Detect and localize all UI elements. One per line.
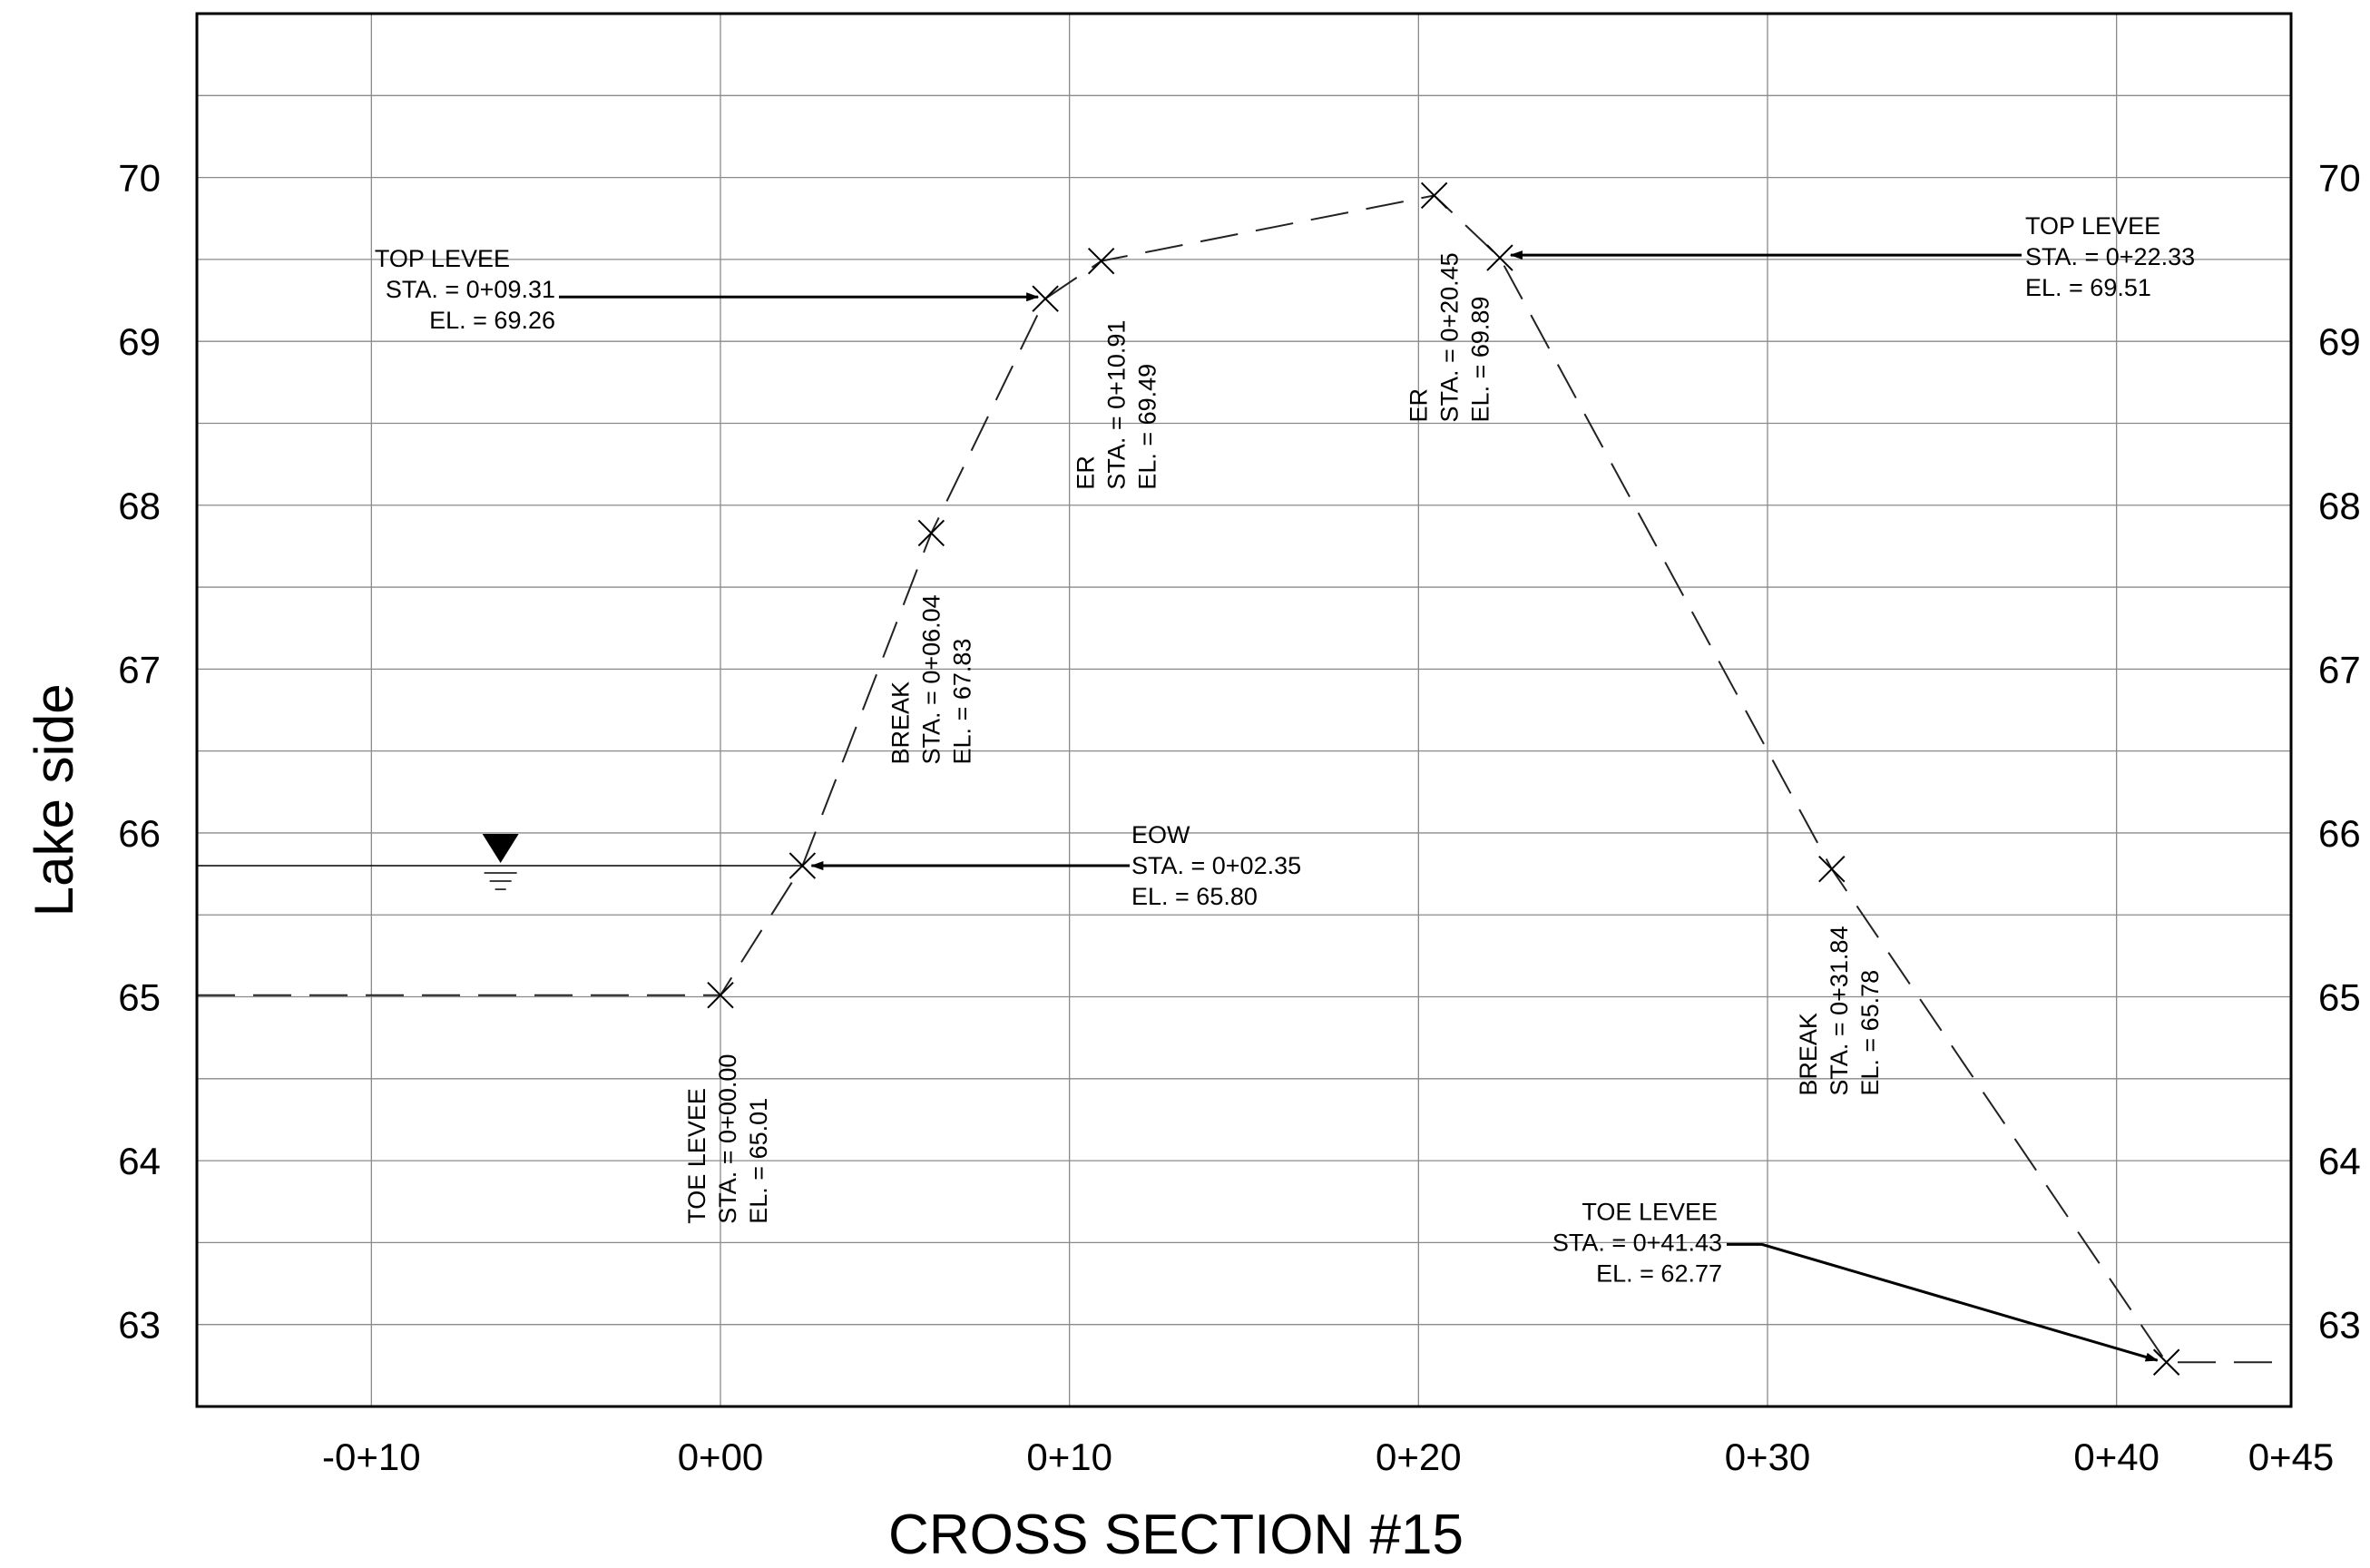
x-tick-label: 0+20 [1376, 1436, 1462, 1478]
annotation-eow: EOW STA. = 0+02.35 EL. = 65.80 [1131, 821, 1301, 910]
annotation-line: EL. = 69.51 [2025, 274, 2151, 301]
annotation-line: STA. = 0+31.84 [1826, 926, 1853, 1096]
y-tick-label-left: 64 [118, 1140, 161, 1182]
data-point-marker [1818, 855, 1846, 883]
annotation-er-right: ER STA. = 0+20.45 EL. = 69.89 [1405, 252, 1494, 422]
x-tick-label: 0+40 [2073, 1436, 2159, 1478]
chart-title: CROSS SECTION #15 [888, 1504, 1464, 1566]
data-point-marker [707, 982, 734, 1009]
x-tick-label: -0+10 [322, 1436, 421, 1478]
annotation-toe-levee-left: TOE LEVEE STA. = 0+00.00 EL. = 65.01 [683, 1054, 772, 1224]
data-point-marker [917, 519, 945, 547]
plot-frame [195, 12, 2293, 1408]
y-tick-label-right: 67 [2318, 648, 2361, 691]
annotation-line: STA. = 0+06.04 [917, 594, 945, 764]
y-tick-label-left: 63 [118, 1304, 161, 1347]
annotation-break-left: BREAK STA. = 0+06.04 EL. = 67.83 [886, 594, 975, 764]
grid [197, 13, 2291, 1406]
annotation-line: TOP LEVEE [2025, 212, 2160, 240]
water-level [197, 834, 803, 890]
annotation-line: EL. = 65.78 [1856, 970, 1884, 1096]
annotation-line: EL. = 69.89 [1467, 297, 1494, 423]
annotation-line: STA. = 0+00.00 [714, 1054, 741, 1224]
annotation-line: EL. = 62.77 [1596, 1259, 1722, 1287]
data-point-marker [1087, 247, 1115, 275]
y-tick-label-left: 65 [118, 976, 161, 1019]
annotation-line: STA. = 0+09.31 [386, 276, 555, 303]
y-tick-label-right: 63 [2318, 1304, 2361, 1347]
annotation-top-levee-right: TOP LEVEE STA. = 0+22.33 EL. = 69.51 [2025, 212, 2195, 301]
y-tick-label-left: 67 [118, 648, 161, 691]
data-point-marker [1486, 244, 1513, 271]
x-tick-label: 0+10 [1026, 1436, 1112, 1478]
y-tick-label-left: 69 [118, 320, 161, 363]
y-tick-label-left: 66 [118, 812, 161, 855]
annotation-line: ER [1405, 388, 1433, 423]
leaders [559, 250, 2159, 1362]
y-tick-label-right: 66 [2318, 812, 2361, 855]
annotation-line: BREAK [1795, 1013, 1822, 1096]
y-tick-label-right: 70 [2318, 157, 2361, 200]
annotation-line: STA. = 0+41.43 [1552, 1229, 1722, 1256]
annotation-line: BREAK [886, 681, 914, 765]
annotation-er-left: ER STA. = 0+10.91 EL. = 69.49 [1072, 320, 1161, 490]
annotation-toe-levee-right: TOE LEVEE STA. = 0+41.43 EL. = 62.77 [1552, 1198, 1722, 1287]
annotation-line: ER [1072, 456, 1100, 490]
x-tick-label: 0+00 [678, 1436, 764, 1478]
annotation-line: EL. = 65.80 [1131, 883, 1258, 910]
data-point-marker [788, 852, 817, 879]
y-tick-label-left: 70 [118, 157, 161, 200]
x-tick-label: 0+45 [2248, 1436, 2335, 1478]
y-axis-label: Lake side [24, 683, 84, 916]
annotation-line: EL. = 69.49 [1134, 364, 1161, 490]
annotation-line: EL. = 69.26 [429, 307, 555, 334]
annotation-line: EL. = 67.83 [948, 639, 975, 765]
annotation-line: STA. = 0+10.91 [1103, 320, 1131, 490]
y-tick-label-right: 68 [2318, 485, 2361, 527]
annotation-line: STA. = 0+22.33 [2025, 243, 2195, 270]
water-level-triangle-icon [482, 834, 519, 864]
annotation-break-right: BREAK STA. = 0+31.84 EL. = 65.78 [1795, 926, 1884, 1096]
x-tick-label: 0+30 [1725, 1436, 1811, 1478]
y-tick-label-right: 69 [2318, 320, 2361, 363]
data-point-marker [1420, 181, 1448, 210]
annotation-line: STA. = 0+02.35 [1131, 852, 1301, 879]
annotation-line: TOE LEVEE [1582, 1198, 1718, 1225]
annotation-line: EOW [1131, 821, 1190, 848]
annotation-line: TOE LEVEE [683, 1088, 710, 1224]
y-tick-label-right: 64 [2318, 1140, 2361, 1182]
annotation-line: EL. = 65.01 [745, 1098, 772, 1224]
tick-labels: -0+10 0+00 0+10 0+20 0+30 0+40 0+45 63 63 64 64 65 6… [118, 157, 2360, 1478]
annotation-line: TOP LEVEE [375, 245, 510, 272]
data-point-marker [1032, 285, 1059, 312]
y-tick-label-right: 65 [2318, 976, 2361, 1019]
annotation-top-levee-left: TOP LEVEE STA. = 0+09.31 EL. = 69.26 [375, 245, 555, 334]
leader-arrow [1727, 1242, 2159, 1362]
y-tick-label-left: 68 [118, 485, 161, 527]
annotation-line: STA. = 0+20.45 [1436, 252, 1464, 422]
